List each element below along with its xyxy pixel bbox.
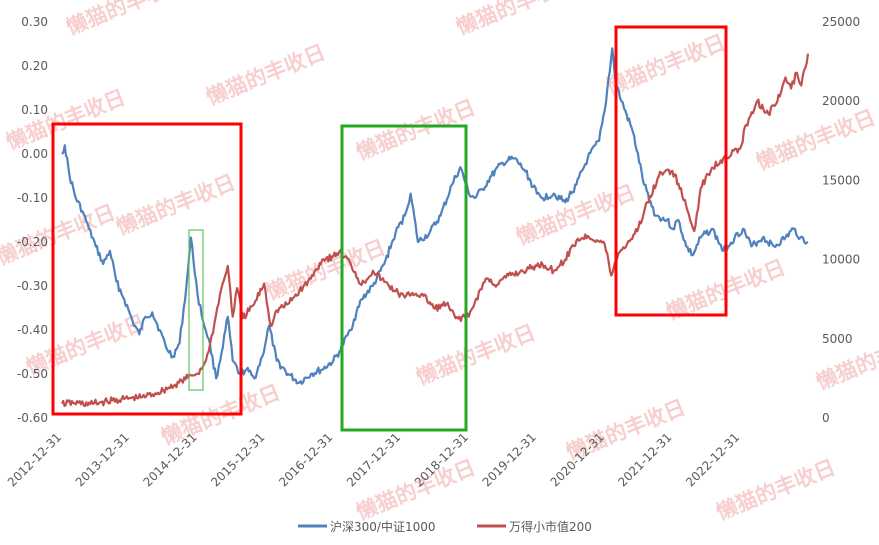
- right-axis-ticks: 25000 20000 15000 10000 5000 0: [822, 15, 860, 425]
- left-tick-label: -0.50: [17, 367, 48, 381]
- watermark-text: 懒猫的丰收日: [3, 85, 129, 154]
- highlight-box-red-1: [51, 122, 243, 416]
- right-tick-label: 5000: [822, 332, 853, 346]
- watermark-text: 懒猫的丰收日: [453, 0, 579, 40]
- watermark-text: 懒猫的丰收日: [63, 0, 189, 40]
- left-tick-label: -0.20: [17, 235, 48, 249]
- x-tick-label: 2016-12-31: [276, 430, 335, 489]
- right-tick-label: 20000: [822, 94, 860, 108]
- watermark-text: 懒猫的丰收日: [713, 455, 839, 524]
- watermark-text: 懒猫的丰收日: [603, 30, 729, 99]
- x-tick-label: 2022-12-31: [683, 430, 742, 489]
- x-tick-label: 2019-12-31: [480, 430, 539, 489]
- legend: 沪深300/中证1000 万得小市值200: [298, 519, 592, 534]
- watermark-text: 懒猫的丰收日: [753, 105, 879, 174]
- highlight-box-green-small: [188, 229, 204, 391]
- highlight-box-green: [340, 124, 468, 432]
- highlight-box-red-2: [614, 25, 728, 317]
- legend-label-series2: 万得小市值200: [509, 519, 592, 534]
- series-line-wind-smallcap200: [60, 53, 810, 408]
- watermark-text: 懒猫的丰收日: [113, 170, 239, 239]
- x-tick-label: 2012-12-31: [5, 430, 64, 489]
- series-lines: [60, 47, 810, 408]
- left-axis-ticks: 0.30 0.20 0.10 0.00 -0.10 -0.20 -0.30 -0.40 -0.5…: [17, 15, 48, 425]
- right-tick-label: 15000: [822, 173, 860, 187]
- series-line-hs300-zz1000: [61, 47, 809, 385]
- x-tick-label: 2015-12-31: [208, 430, 267, 489]
- x-tick-label: 2013-12-31: [73, 430, 132, 489]
- watermark-text: 懒猫的丰收日: [513, 180, 639, 249]
- left-tick-label: -0.10: [17, 191, 48, 205]
- watermark-text: 懒猫的丰收日: [353, 95, 479, 164]
- left-tick-label: 0.00: [21, 147, 48, 161]
- x-tick-label: 2017-12-31: [344, 430, 403, 489]
- watermark-text: 懒猫的丰收日: [413, 320, 539, 389]
- legend-label-series1: 沪深300/中证1000: [330, 519, 436, 534]
- watermark-text: 懒猫的丰收日: [203, 40, 329, 109]
- right-tick-label: 0: [822, 411, 830, 425]
- watermark-text: 懒猫的丰收日: [263, 235, 389, 304]
- left-tick-label: 0.10: [21, 103, 48, 117]
- left-tick-label: 0.30: [21, 15, 48, 29]
- left-tick-label: -0.40: [17, 323, 48, 337]
- left-tick-label: -0.30: [17, 279, 48, 293]
- left-tick-label: -0.60: [17, 411, 48, 425]
- highlight-boxes: [51, 25, 728, 432]
- left-tick-label: 0.20: [21, 59, 48, 73]
- right-tick-label: 25000: [822, 15, 860, 29]
- right-tick-label: 10000: [822, 253, 860, 267]
